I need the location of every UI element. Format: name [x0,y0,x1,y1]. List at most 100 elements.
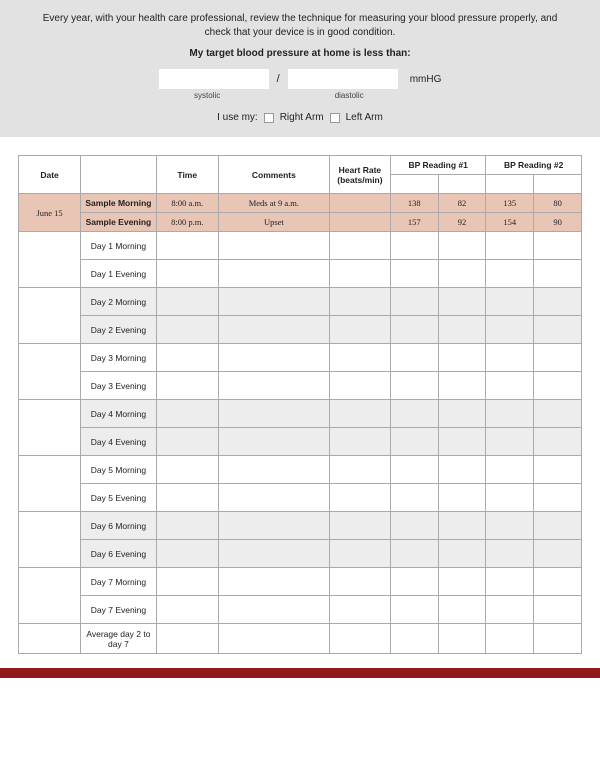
col-comments: Comments [218,156,329,194]
bp-table: Date Time Comments Heart Rate (beats/min… [18,155,582,654]
empty-cell [329,484,390,512]
sample-morning-s2: 135 [486,194,534,213]
diastolic-sublabel: diastolic [294,91,404,102]
day-evening-label: Day 7 Evening [81,596,157,624]
empty-cell [534,428,582,456]
empty-cell [390,568,438,596]
empty-cell [390,400,438,428]
date-cell [19,344,81,400]
empty-cell [486,484,534,512]
footer-bar [0,668,600,678]
date-cell [19,400,81,456]
empty-cell [218,260,329,288]
empty-cell [390,596,438,624]
empty-cell [218,568,329,596]
empty-cell [156,400,218,428]
empty-cell [390,288,438,316]
empty-cell [329,344,390,372]
sample-evening-label: Sample Evening [81,213,157,232]
day-morning-label: Day 2 Morning [81,288,157,316]
avg-cell [156,624,218,654]
empty-cell [438,540,486,568]
empty-cell [438,512,486,540]
col-blank [81,156,157,194]
unit-label: mmHG [410,74,442,85]
right-arm-checkbox[interactable] [264,113,274,123]
table-body: June 15Sample Morning8:00 a.m.Meds at 9 … [19,194,582,654]
empty-cell [438,232,486,260]
empty-cell [156,288,218,316]
day-morning-label: Day 6 Morning [81,512,157,540]
empty-cell [486,260,534,288]
sample-morning-time: 8:00 a.m. [156,194,218,213]
date-cell [19,512,81,568]
empty-cell [329,568,390,596]
empty-cell [329,288,390,316]
empty-cell [156,232,218,260]
empty-cell [329,260,390,288]
avg-date [19,624,81,654]
empty-cell [390,428,438,456]
sample-evening-time: 8:00 p.m. [156,213,218,232]
avg-cell [438,624,486,654]
day-row-evening: Day 4 Evening [19,428,582,456]
sample-row-morning: June 15Sample Morning8:00 a.m.Meds at 9 … [19,194,582,213]
empty-cell [156,260,218,288]
empty-cell [329,596,390,624]
avg-label: Average day 2 to day 7 [81,624,157,654]
sample-row-evening: Sample Evening8:00 p.m.Upset1579215490 [19,213,582,232]
avg-cell [218,624,329,654]
empty-cell [438,316,486,344]
col-bp1-sys: Systolic [390,175,438,194]
empty-cell [486,400,534,428]
top-banner: Every year, with your health care profes… [0,0,600,137]
empty-cell [534,456,582,484]
sample-evening-comments: Upset [218,213,329,232]
empty-cell [534,596,582,624]
empty-cell [218,428,329,456]
empty-cell [486,372,534,400]
empty-cell [486,344,534,372]
empty-cell [329,400,390,428]
empty-cell [390,540,438,568]
target-heading: My target blood pressure at home is less… [30,48,570,59]
sample-morning-s1: 138 [390,194,438,213]
empty-cell [438,456,486,484]
empty-cell [218,540,329,568]
table-header: Date Time Comments Heart Rate (beats/min… [19,156,582,194]
day-evening-label: Day 3 Evening [81,372,157,400]
col-date: Date [19,156,81,194]
sample-morning-hr [329,194,390,213]
day-row-morning: Day 4 Morning [19,400,582,428]
empty-cell [534,540,582,568]
day-row-morning: Day 3 Morning [19,344,582,372]
empty-cell [438,568,486,596]
systolic-input[interactable] [159,69,269,89]
empty-cell [329,456,390,484]
left-arm-checkbox[interactable] [330,113,340,123]
arm-prefix: I use my: [217,112,258,123]
day-evening-label: Day 5 Evening [81,484,157,512]
empty-cell [438,400,486,428]
day-evening-label: Day 1 Evening [81,260,157,288]
col-bp2-sys: Systolic [486,175,534,194]
empty-cell [329,316,390,344]
empty-cell [218,596,329,624]
avg-cell [390,624,438,654]
empty-cell [534,316,582,344]
col-bp1-dia: Diastolic [438,175,486,194]
diastolic-input[interactable] [288,69,398,89]
empty-cell [534,372,582,400]
avg-cell [329,624,390,654]
sample-evening-d1: 92 [438,213,486,232]
systolic-sublabel: systolic [152,91,262,102]
sample-evening-s2: 154 [486,213,534,232]
empty-cell [390,372,438,400]
empty-cell [438,260,486,288]
empty-cell [438,484,486,512]
empty-cell [329,512,390,540]
col-bp2: BP Reading #2 [486,156,582,175]
day-row-morning: Day 2 Morning [19,288,582,316]
sample-evening-hr [329,213,390,232]
empty-cell [390,456,438,484]
